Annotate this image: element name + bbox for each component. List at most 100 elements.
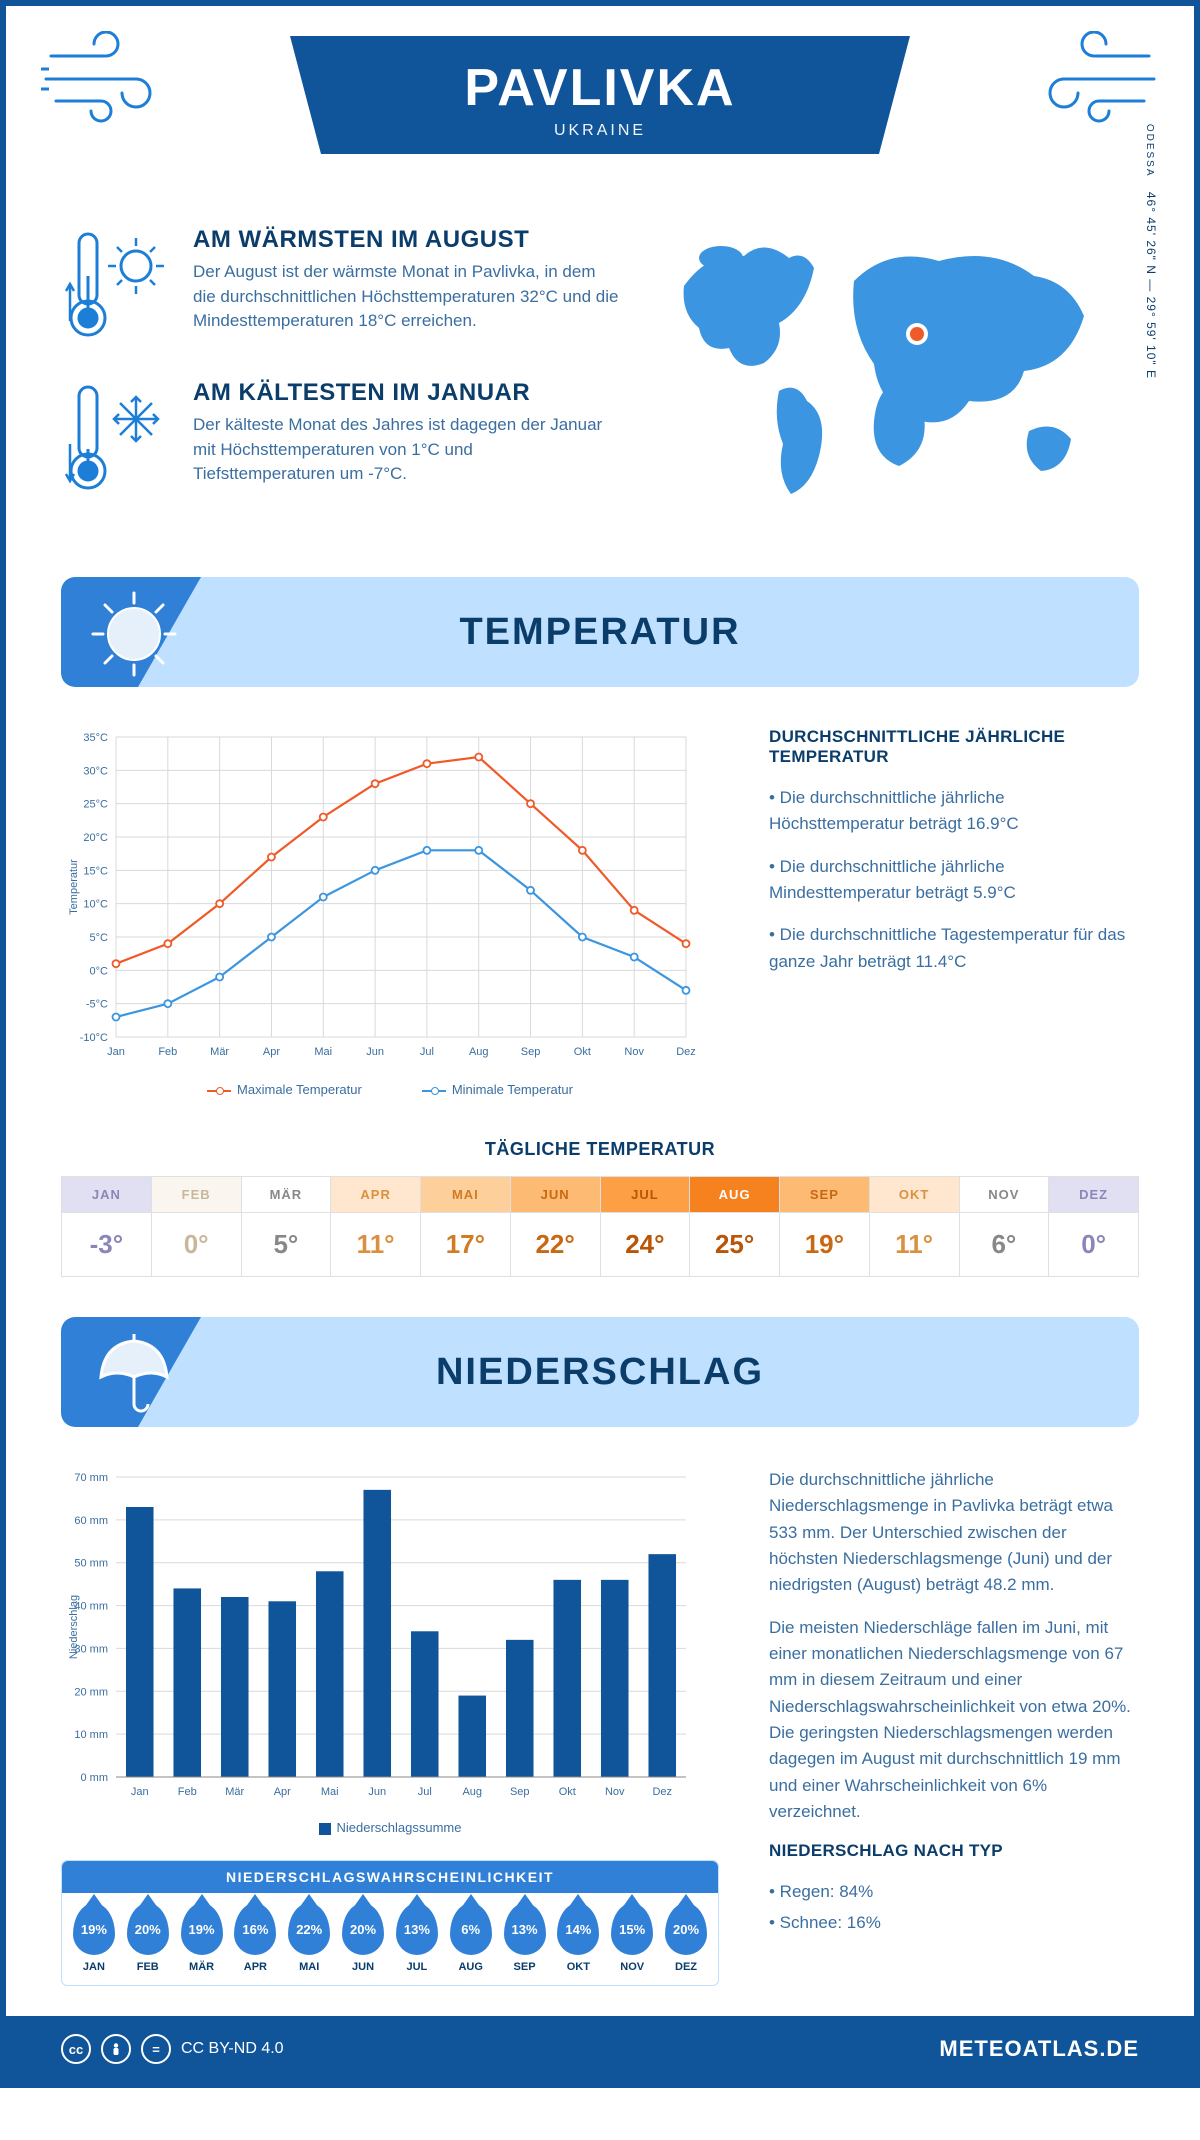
prob-drop: 20% JUN xyxy=(342,1903,384,1973)
daily-cell: JUN 22° xyxy=(511,1177,601,1277)
prob-drop: 6% AUG xyxy=(450,1903,492,1973)
daily-cell: JAN -3° xyxy=(62,1177,152,1277)
svg-text:35°C: 35°C xyxy=(83,732,108,744)
daily-cell: OKT 11° xyxy=(870,1177,960,1277)
precip-probability-box: NIEDERSCHLAGSWAHRSCHEINLICHKEIT 19% JAN … xyxy=(61,1860,719,1986)
daily-temp-title: TÄGLICHE TEMPERATUR xyxy=(6,1139,1194,1160)
svg-text:Sep: Sep xyxy=(510,1786,530,1798)
section-bar-precipitation: NIEDERSCHLAG xyxy=(61,1317,1139,1427)
svg-text:Niederschlag: Niederschlag xyxy=(68,1595,80,1659)
precip-heading: NIEDERSCHLAG xyxy=(61,1351,1139,1394)
world-map: ODESSA 46° 45' 26" N — 29° 59' 10" E xyxy=(659,226,1139,532)
svg-text:-5°C: -5°C xyxy=(86,999,108,1011)
svg-text:Nov: Nov xyxy=(605,1786,625,1798)
svg-text:Jul: Jul xyxy=(418,1786,432,1798)
prob-drop: 13% JUL xyxy=(396,1903,438,1973)
temp-bullet-1: • Die durchschnittliche jährliche Höchst… xyxy=(769,785,1139,838)
svg-text:Okt: Okt xyxy=(559,1786,576,1798)
svg-text:15°C: 15°C xyxy=(83,865,108,877)
svg-text:Jan: Jan xyxy=(131,1786,149,1798)
daily-cell: MÄR 5° xyxy=(242,1177,332,1277)
svg-text:10°C: 10°C xyxy=(83,899,108,911)
svg-text:0°C: 0°C xyxy=(90,965,109,977)
svg-text:10 mm: 10 mm xyxy=(74,1729,108,1741)
prob-drop: 20% DEZ xyxy=(665,1903,707,1973)
precipitation-bar-chart: 0 mm10 mm20 mm30 mm40 mm50 mm60 mm70 mmJ… xyxy=(61,1467,701,1807)
city-name: PAVLIVKA xyxy=(390,58,810,118)
svg-text:Dez: Dez xyxy=(652,1786,672,1798)
svg-text:50 mm: 50 mm xyxy=(74,1558,108,1570)
prob-title: NIEDERSCHLAGSWAHRSCHEINLICHKEIT xyxy=(62,1861,718,1893)
daily-cell: AUG 25° xyxy=(690,1177,780,1277)
thermometer-sun-icon xyxy=(61,226,171,351)
svg-text:Apr: Apr xyxy=(274,1786,291,1798)
section-bar-temperature: TEMPERATUR xyxy=(61,577,1139,687)
svg-text:Dez: Dez xyxy=(676,1046,696,1058)
license-text: CC BY-ND 4.0 xyxy=(181,2040,284,2058)
sun-icon xyxy=(89,589,179,684)
title-flag: PAVLIVKA UKRAINE xyxy=(290,36,910,154)
fact-warm-text: Der August ist der wärmste Monat in Pavl… xyxy=(193,260,619,334)
fact-cold-title: AM KÄLTESTEN IM JANUAR xyxy=(193,379,619,407)
daily-cell: APR 11° xyxy=(331,1177,421,1277)
daily-cell: DEZ 0° xyxy=(1049,1177,1139,1277)
svg-text:Mai: Mai xyxy=(314,1046,332,1058)
svg-text:Feb: Feb xyxy=(178,1786,197,1798)
daily-cell: NOV 6° xyxy=(960,1177,1050,1277)
brand-name: METEOATLAS.DE xyxy=(939,2036,1139,2062)
prob-drop: 20% FEB xyxy=(127,1903,169,1973)
svg-text:25°C: 25°C xyxy=(83,799,108,811)
svg-text:Jan: Jan xyxy=(107,1046,125,1058)
svg-text:30°C: 30°C xyxy=(83,765,108,777)
prob-drop: 22% MAI xyxy=(288,1903,330,1973)
daily-cell: SEP 19° xyxy=(780,1177,870,1277)
precip-type-title: NIEDERSCHLAG NACH TYP xyxy=(769,1841,1139,1861)
svg-text:Nov: Nov xyxy=(624,1046,644,1058)
svg-text:Okt: Okt xyxy=(574,1046,591,1058)
svg-text:Apr: Apr xyxy=(263,1046,280,1058)
daily-cell: MAI 17° xyxy=(421,1177,511,1277)
footer: cc = CC BY-ND 4.0 METEOATLAS.DE xyxy=(6,2016,1194,2082)
temp-heading: TEMPERATUR xyxy=(61,611,1139,654)
prob-drop: 13% SEP xyxy=(504,1903,546,1973)
coordinates: ODESSA 46° 45' 26" N — 29° 59' 10" E xyxy=(1144,124,1158,379)
svg-text:Mär: Mär xyxy=(210,1046,229,1058)
svg-text:Sep: Sep xyxy=(521,1046,541,1058)
fact-cold-text: Der kälteste Monat des Jahres ist dagege… xyxy=(193,413,619,487)
prob-drop: 15% NOV xyxy=(611,1903,653,1973)
svg-text:Mai: Mai xyxy=(321,1786,339,1798)
precip-type-2: • Schnee: 16% xyxy=(769,1910,1139,1936)
precip-legend: Niederschlagssumme xyxy=(61,1820,719,1835)
country-name: UKRAINE xyxy=(390,122,810,140)
prob-drop: 19% JAN xyxy=(73,1903,115,1973)
svg-text:Jun: Jun xyxy=(368,1786,386,1798)
prob-drop: 16% APR xyxy=(234,1903,276,1973)
svg-text:5°C: 5°C xyxy=(90,932,109,944)
wind-icon-right xyxy=(1029,31,1159,131)
precip-para-1: Die durchschnittliche jährliche Niedersc… xyxy=(769,1467,1139,1599)
svg-text:Aug: Aug xyxy=(462,1786,482,1798)
svg-text:Jul: Jul xyxy=(420,1046,434,1058)
fact-coldest: AM KÄLTESTEN IM JANUAR Der kälteste Mona… xyxy=(61,379,619,504)
svg-text:Feb: Feb xyxy=(158,1046,177,1058)
header-band: PAVLIVKA UKRAINE xyxy=(6,6,1194,196)
svg-text:20 mm: 20 mm xyxy=(74,1686,108,1698)
svg-text:Temperatur: Temperatur xyxy=(68,859,80,915)
nd-icon: = xyxy=(141,2034,171,2064)
svg-text:-10°C: -10°C xyxy=(80,1032,108,1044)
prob-drop: 19% MÄR xyxy=(181,1903,223,1973)
cc-icon: cc xyxy=(61,2034,91,2064)
temp-legend: Maximale Temperatur Minimale Temperatur xyxy=(61,1082,719,1097)
prob-drop: 14% OKT xyxy=(557,1903,599,1973)
temp-info-title: DURCHSCHNITTLICHE JÄHRLICHE TEMPERATUR xyxy=(769,727,1139,767)
svg-text:Mär: Mär xyxy=(225,1786,244,1798)
temp-bullet-2: • Die durchschnittliche jährliche Mindes… xyxy=(769,854,1139,907)
fact-warmest: AM WÄRMSTEN IM AUGUST Der August ist der… xyxy=(61,226,619,351)
svg-text:20°C: 20°C xyxy=(83,832,108,844)
umbrella-icon xyxy=(89,1329,179,1424)
fact-warm-title: AM WÄRMSTEN IM AUGUST xyxy=(193,226,619,254)
svg-text:Aug: Aug xyxy=(469,1046,489,1058)
daily-cell: FEB 0° xyxy=(152,1177,242,1277)
license-badges: cc = CC BY-ND 4.0 xyxy=(61,2034,284,2064)
svg-text:0 mm: 0 mm xyxy=(81,1772,109,1784)
